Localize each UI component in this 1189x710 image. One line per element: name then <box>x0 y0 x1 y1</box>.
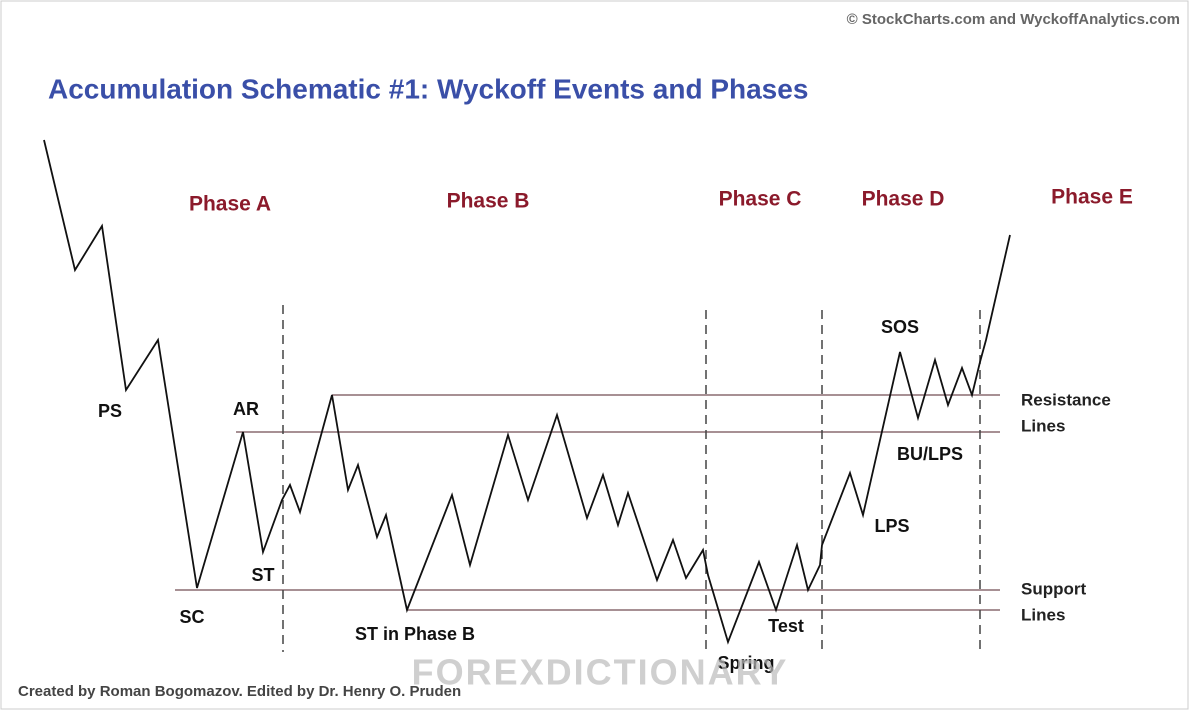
event-label: SC <box>179 607 204 627</box>
event-label: LPS <box>874 516 909 536</box>
event-label: BU/LPS <box>897 444 963 464</box>
phase-label: Phase E <box>1051 186 1133 209</box>
line-label: Lines <box>1021 605 1065 624</box>
event-label: Test <box>768 616 804 636</box>
levels <box>175 305 1000 652</box>
phase-label: Phase D <box>862 188 945 211</box>
event-label: SOS <box>881 317 919 337</box>
title: Accumulation Schematic #1: Wyckoff Event… <box>48 73 808 104</box>
line-label: Lines <box>1021 416 1065 435</box>
event-label: AR <box>233 399 259 419</box>
event-label: ST <box>251 565 274 585</box>
source: © StockCharts.com and WyckoffAnalytics.c… <box>847 11 1180 28</box>
price-path <box>43 139 1011 645</box>
event-label: Spring <box>718 653 775 673</box>
credit: Created by Roman Bogomazov. Edited by Dr… <box>18 683 461 700</box>
line-label: Support <box>1021 579 1086 598</box>
event-label: ST in Phase B <box>355 624 475 644</box>
event-label: PS <box>98 401 122 421</box>
phase-label: Phase B <box>447 190 530 213</box>
line-label: Resistance <box>1021 390 1111 409</box>
phase-label: Phase A <box>189 193 271 216</box>
watermark: FOREXDICTIONARY <box>412 652 789 693</box>
phase-label: Phase C <box>719 188 802 211</box>
